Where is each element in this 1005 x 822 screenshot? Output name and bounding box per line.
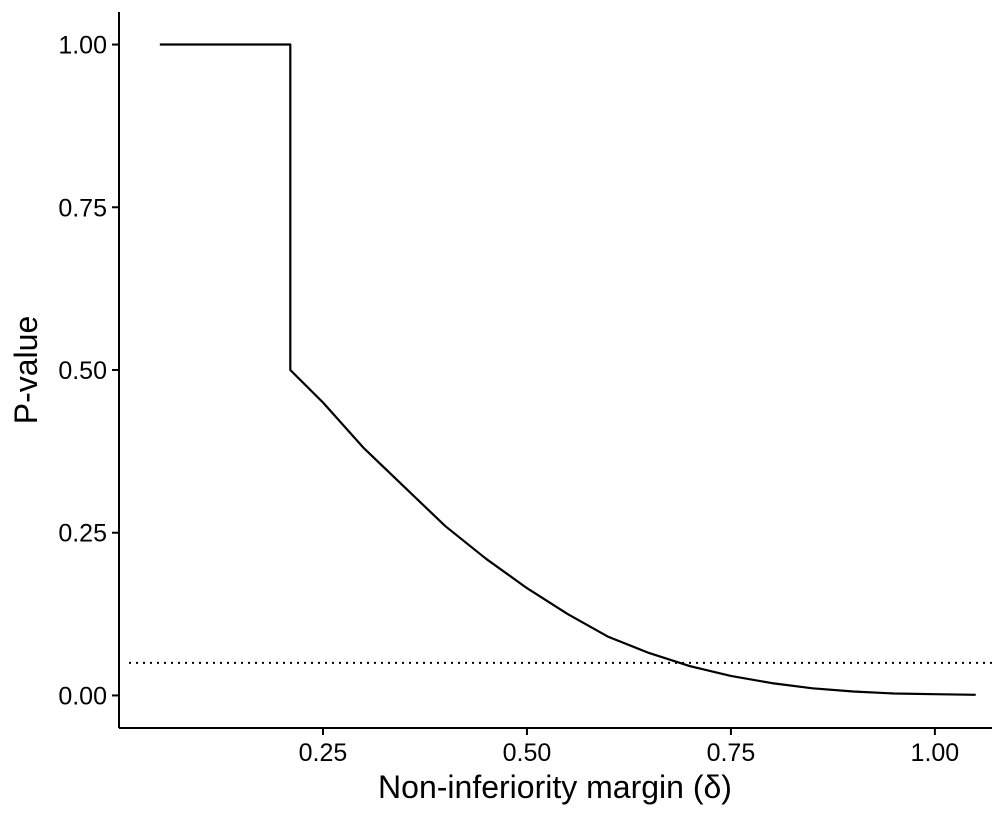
x-tick-label: 1.00 [911, 739, 960, 767]
y-ticks: 0.00 0.25 0.50 0.75 1.00 [58, 32, 119, 710]
x-tick-label: 0.25 [299, 739, 348, 767]
y-tick-label: 0.00 [58, 682, 107, 710]
y-axis-title: P-value [8, 316, 44, 425]
y-tick-label: 0.25 [58, 520, 107, 548]
x-tick-label: 0.75 [707, 739, 756, 767]
x-ticks: 0.25 0.50 0.75 1.00 [299, 728, 960, 767]
y-tick-label: 1.00 [58, 32, 107, 60]
y-tick-label: 0.50 [58, 357, 107, 385]
y-tick-label: 0.75 [58, 194, 107, 222]
x-tick-label: 0.50 [503, 739, 552, 767]
x-axis-title: Non-inferiority margin (δ) [378, 769, 732, 805]
p-value-curve [159, 43, 976, 696]
series-group [159, 43, 976, 696]
